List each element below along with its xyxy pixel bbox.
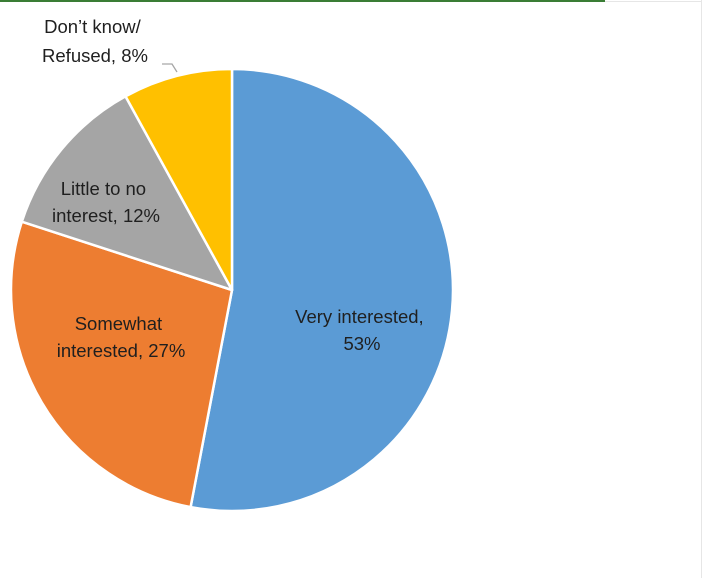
slice-label-somewhat-interested: Somewhat interested, 27% (57, 313, 186, 361)
top-border-rule-light (605, 1, 702, 2)
slice-label-line: interest, 12% (52, 205, 160, 226)
slice-label-line: Somewhat (75, 313, 162, 334)
dont-know-leader-line (162, 63, 178, 73)
pie-slice-very-interested (189, 67, 455, 513)
pie-slice-don-t-know-refused (124, 67, 234, 292)
pie-slices (9, 67, 455, 513)
top-border-rule (0, 0, 605, 2)
pie-slice-little-to-no-interest (20, 95, 234, 292)
slice-label-dont-know-refused: Don’t know/ Refused, 8% (42, 16, 148, 66)
pie-slice-somewhat-interested (9, 220, 234, 509)
slice-label-line: Little to no (61, 178, 146, 199)
pie-labels: Very interested, 53% Somewhat interested… (42, 16, 429, 361)
slice-label-line: interested, 27% (57, 340, 186, 361)
slice-label-line: Don’t know/ (44, 16, 142, 37)
slice-label-very-interested: Very interested, 53% (295, 306, 429, 354)
slice-label-little-to-no-interest: Little to no interest, 12% (52, 178, 160, 226)
slice-label-line: Very interested, (295, 306, 424, 327)
slice-label-line: Refused, 8% (42, 45, 148, 66)
slice-label-line: 53% (343, 333, 380, 354)
